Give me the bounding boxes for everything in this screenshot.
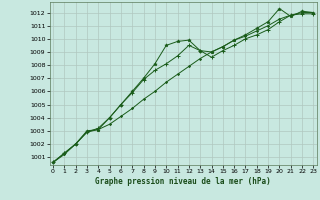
X-axis label: Graphe pression niveau de la mer (hPa): Graphe pression niveau de la mer (hPa) — [95, 177, 271, 186]
